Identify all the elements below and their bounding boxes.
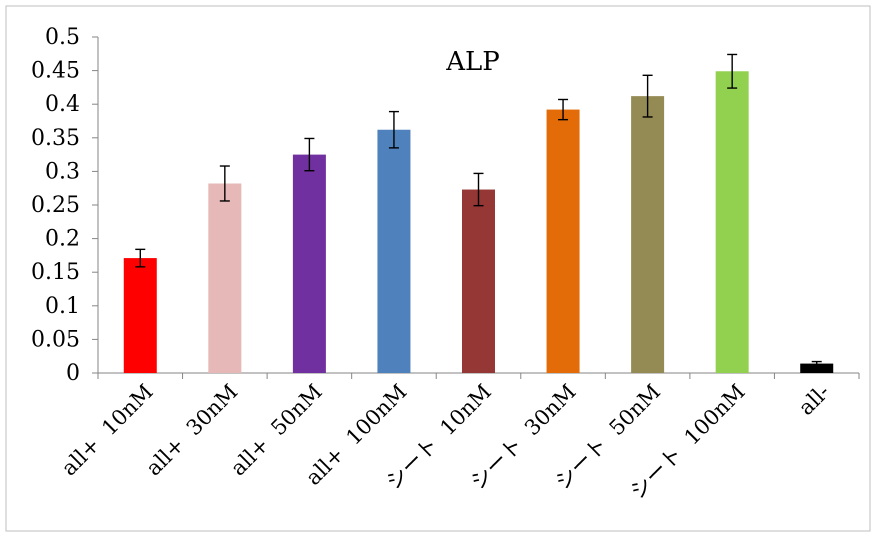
bar <box>462 190 495 373</box>
chart-title: ALP <box>445 47 500 77</box>
y-tick-label: 0.2 <box>45 227 80 252</box>
bar <box>547 110 580 373</box>
bar <box>716 71 749 373</box>
y-tick-label: 0.05 <box>31 327 80 352</box>
bar <box>293 155 326 373</box>
y-tick-label: 0.4 <box>45 92 80 117</box>
y-tick-label: 0.45 <box>31 59 80 84</box>
y-tick-label: 0.3 <box>45 159 80 184</box>
bar <box>377 130 410 373</box>
y-tick-label: 0.15 <box>31 260 80 285</box>
y-tick-label: 0 <box>66 361 80 386</box>
bar <box>124 258 157 373</box>
y-tick-label: 0.25 <box>31 193 80 218</box>
y-tick-label: 0.35 <box>31 126 80 151</box>
bar <box>208 183 241 373</box>
y-tick-label: 0.1 <box>45 294 80 319</box>
bar <box>631 96 664 373</box>
y-tick-label: 0.5 <box>45 25 80 50</box>
